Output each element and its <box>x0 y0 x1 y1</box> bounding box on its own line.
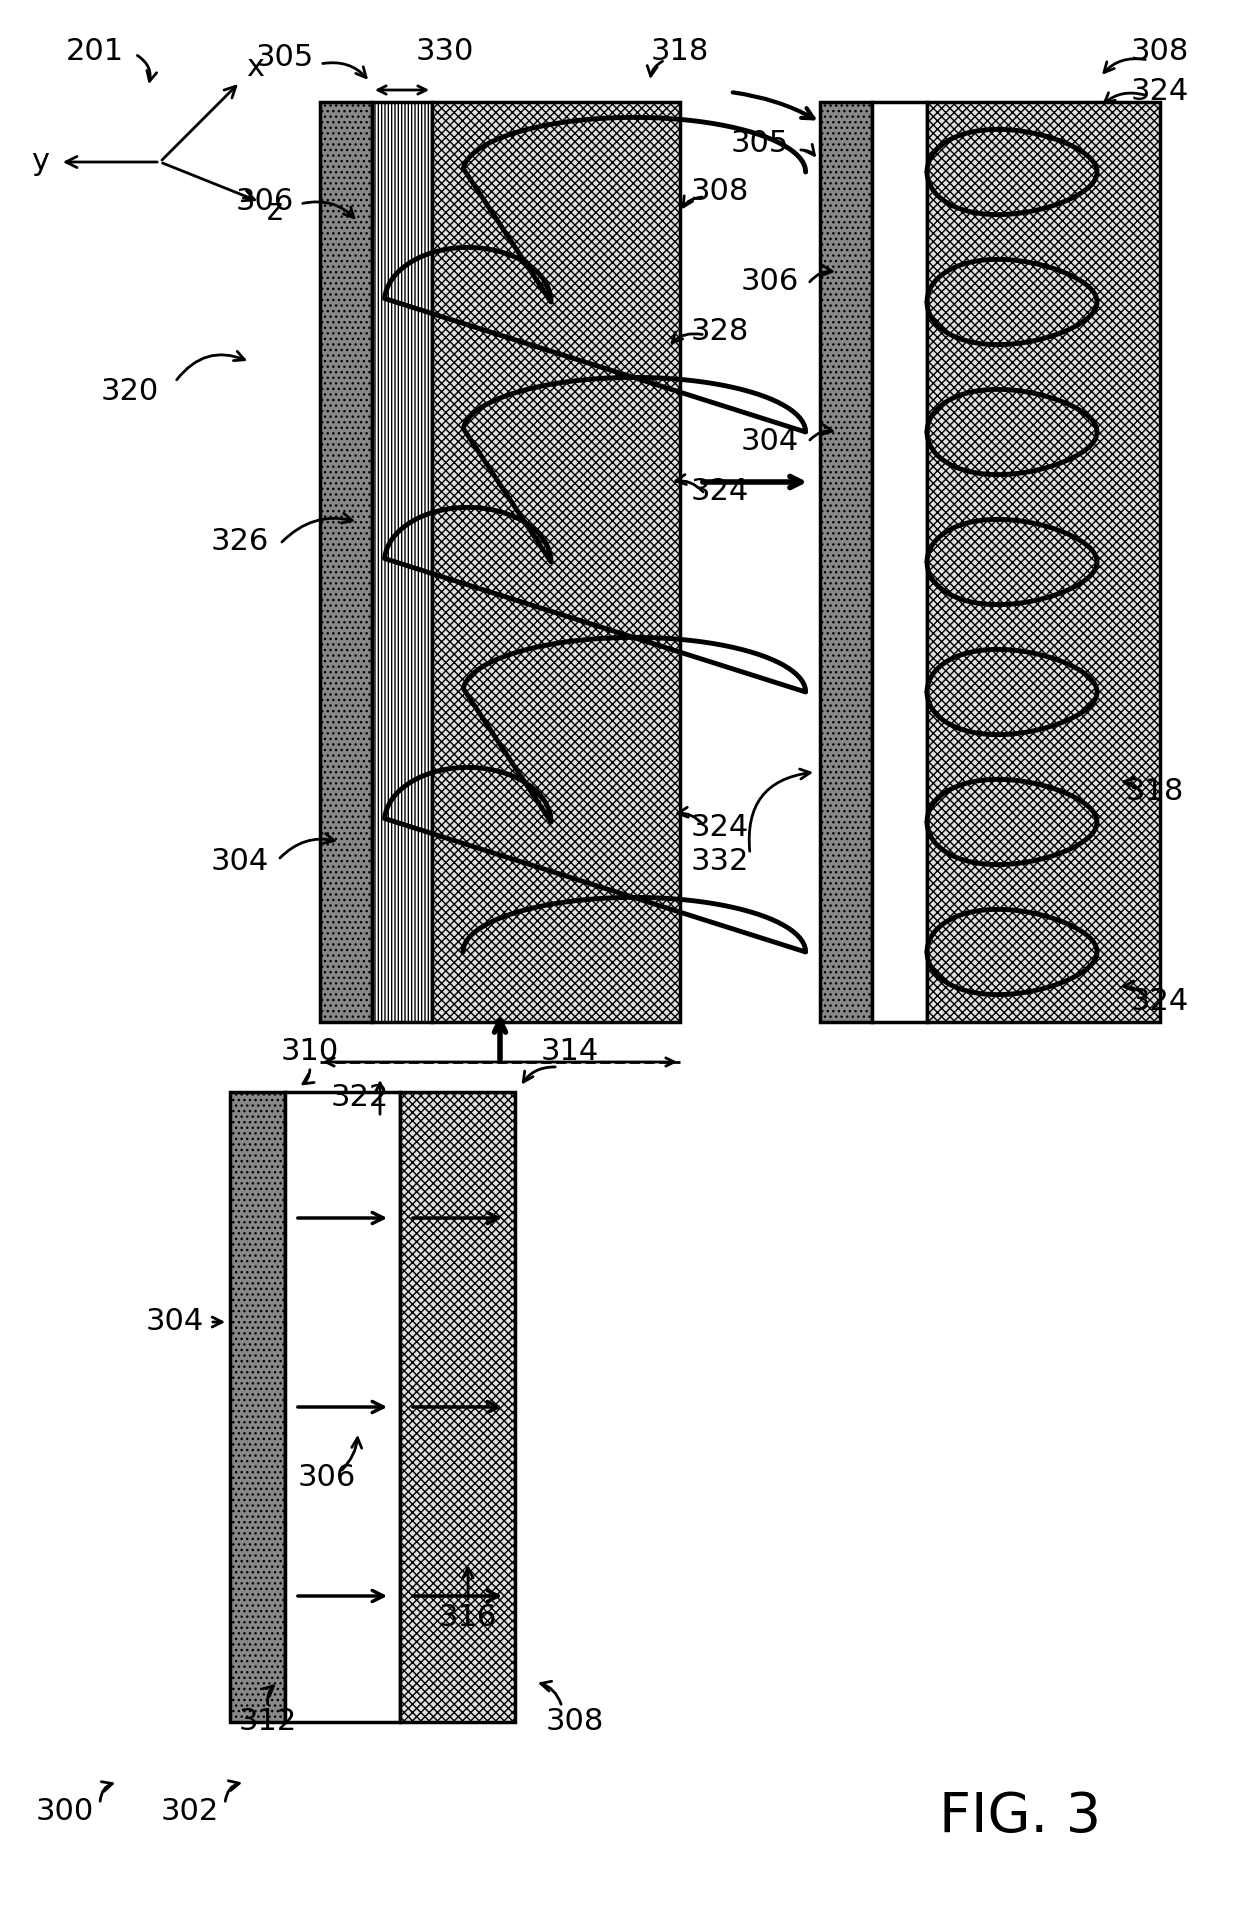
Text: 328: 328 <box>691 317 749 346</box>
Text: y: y <box>31 148 50 177</box>
Text: 201: 201 <box>66 38 124 67</box>
Text: FIG. 3: FIG. 3 <box>939 1789 1101 1843</box>
Text: 306: 306 <box>298 1463 356 1491</box>
Bar <box>229 1092 285 1722</box>
Text: 306: 306 <box>236 188 294 217</box>
Text: 308: 308 <box>691 177 749 206</box>
Text: 324: 324 <box>1131 988 1189 1017</box>
Text: 308: 308 <box>1131 38 1189 67</box>
Text: 304: 304 <box>146 1307 205 1336</box>
Text: 324: 324 <box>1131 77 1189 106</box>
Text: 322: 322 <box>331 1082 389 1111</box>
Text: 300: 300 <box>36 1797 94 1826</box>
Text: 332: 332 <box>691 848 749 876</box>
Text: 318: 318 <box>651 38 709 67</box>
Text: 316: 316 <box>439 1603 497 1632</box>
Bar <box>820 102 872 1023</box>
Text: 318: 318 <box>1126 778 1184 807</box>
Bar <box>432 102 680 1023</box>
Bar <box>285 1092 401 1722</box>
Bar <box>372 102 432 1023</box>
Text: 312: 312 <box>239 1707 298 1736</box>
Text: 308: 308 <box>546 1707 604 1736</box>
Text: 310: 310 <box>281 1038 339 1067</box>
Bar <box>928 102 1159 1023</box>
Text: 302: 302 <box>161 1797 219 1826</box>
Text: z: z <box>267 198 283 227</box>
Text: 330: 330 <box>415 38 474 67</box>
Text: 304: 304 <box>211 848 269 876</box>
Text: x: x <box>246 52 264 81</box>
Bar <box>401 1092 515 1722</box>
Text: 314: 314 <box>541 1038 599 1067</box>
Text: 324: 324 <box>691 813 749 842</box>
Text: 305: 305 <box>730 129 789 158</box>
Text: 304: 304 <box>740 427 799 457</box>
Bar <box>872 102 928 1023</box>
Text: 305: 305 <box>255 42 314 71</box>
Text: 320: 320 <box>100 377 159 406</box>
Text: 306: 306 <box>740 267 799 296</box>
Text: 324: 324 <box>691 477 749 507</box>
Bar <box>320 102 372 1023</box>
Text: 326: 326 <box>211 527 269 557</box>
